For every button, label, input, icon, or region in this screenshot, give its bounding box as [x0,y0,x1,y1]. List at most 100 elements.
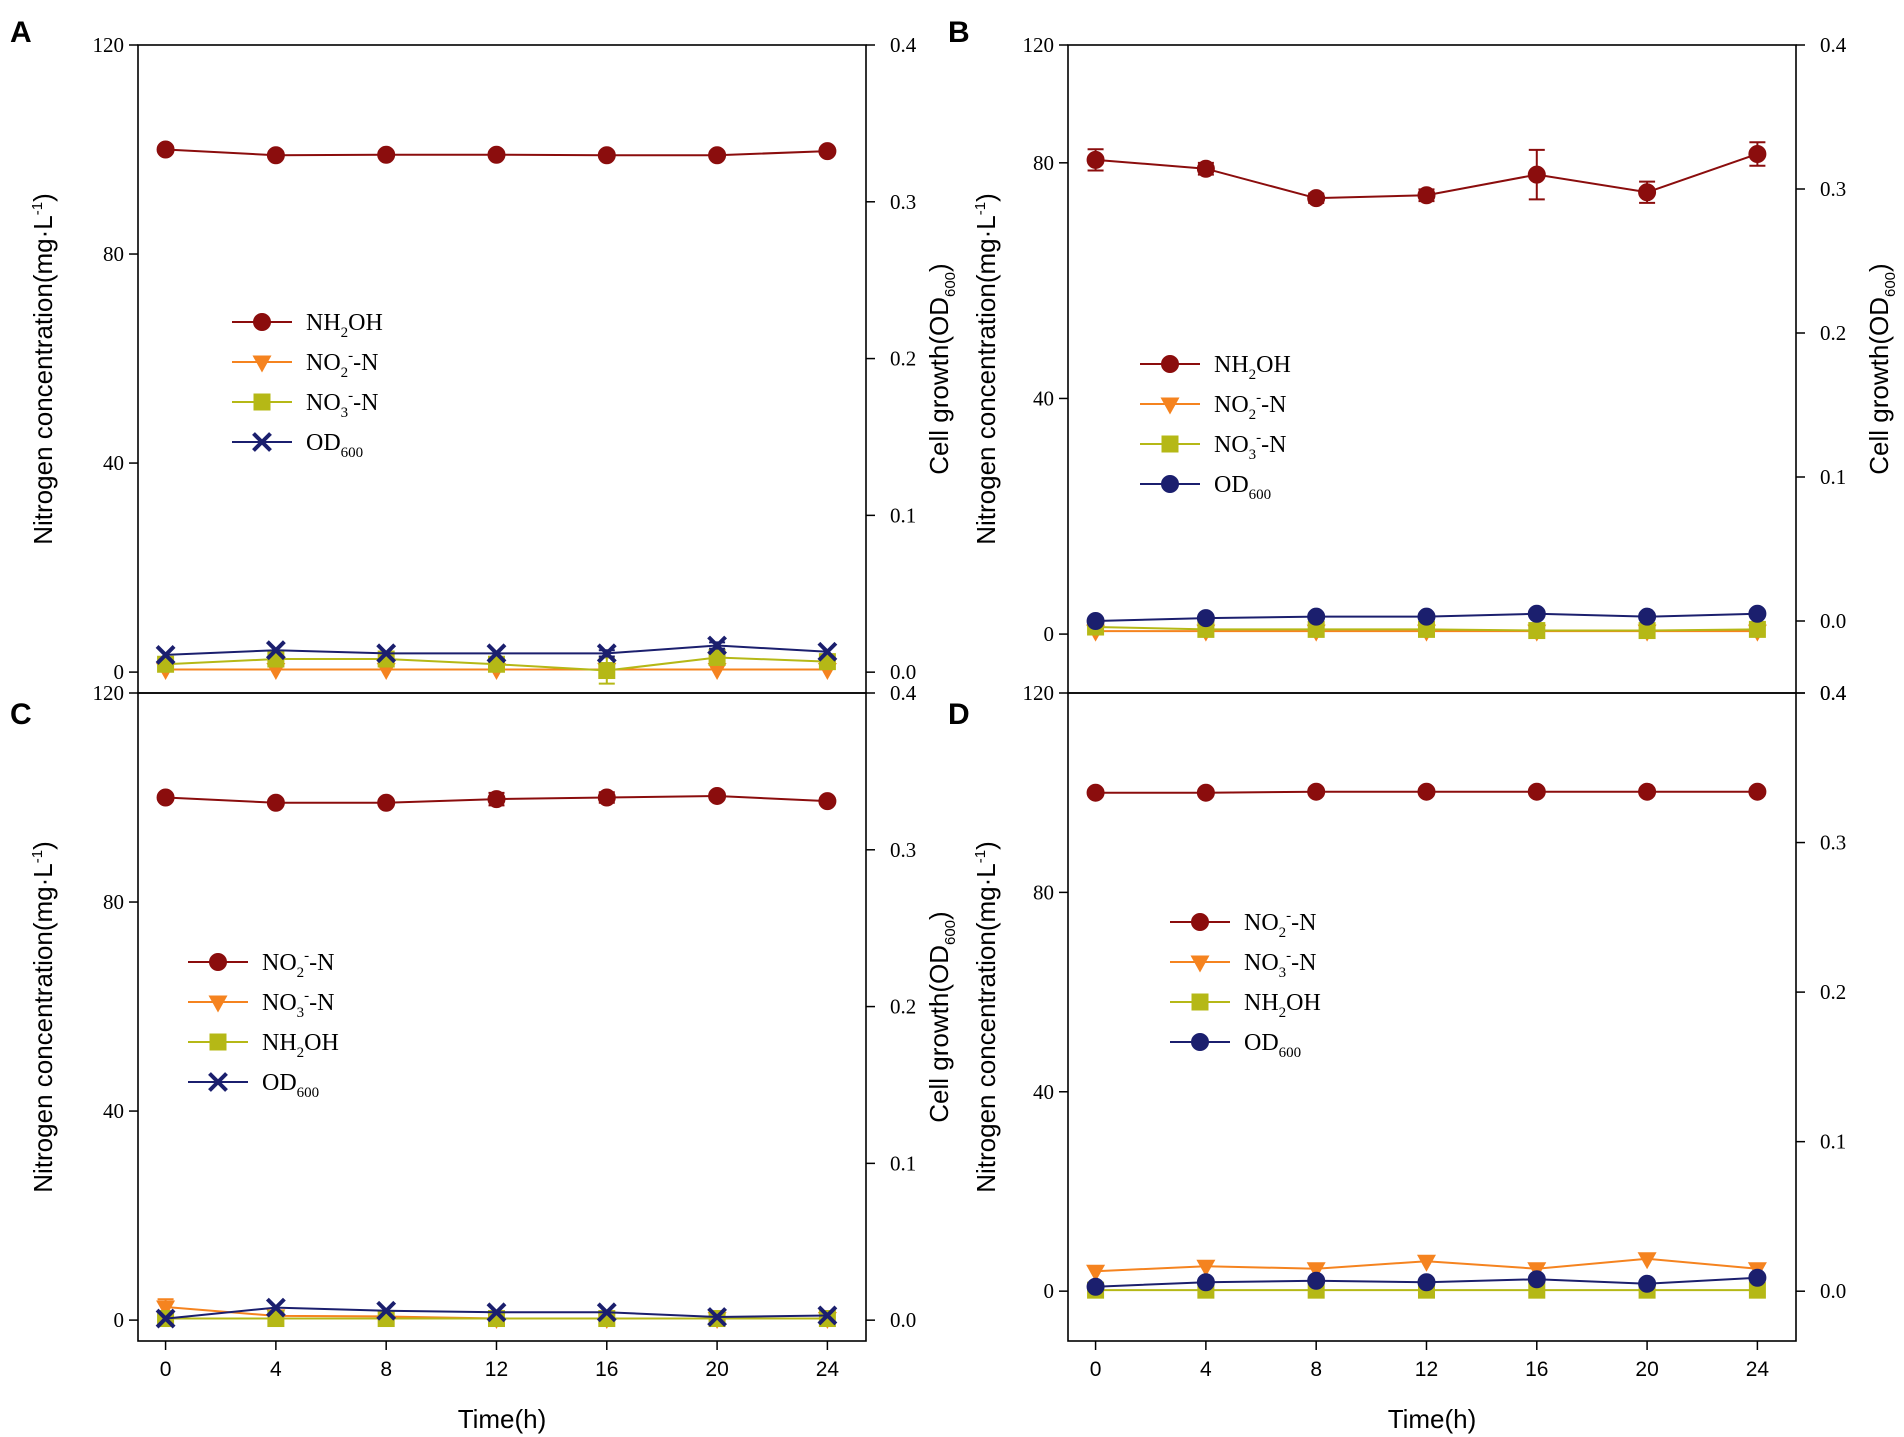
legend-label-rest: OH [1256,352,1291,378]
data-point [1306,1262,1326,1280]
y-tick-label: 40 [103,451,124,475]
data-point [708,648,726,666]
series-NO2--N [156,786,837,812]
data-point [486,1302,507,1323]
legend-label-rest: -N [1261,432,1286,458]
legend-label-main: NO [1244,950,1279,976]
x-tick-label: 24 [816,1358,840,1381]
legend-label: NH2OH [306,310,383,341]
data-point [818,1310,836,1328]
y2-axis-title-rest: ) [1864,263,1894,272]
legend-label-sub: 2 [341,325,349,341]
legend-label-main: NO [306,350,341,376]
data-point [1086,1264,1106,1282]
data-point [265,640,286,661]
legend-label-rest: OH [304,1030,339,1056]
data-point [598,662,616,680]
x-tick-label: 20 [1635,1358,1658,1381]
data-point [1417,620,1435,638]
legend-label-rest: OH [348,310,383,336]
y-axis-title: Nitrogen concentration(mg·L-1) [28,841,58,1193]
data-point [1307,782,1326,801]
legend-label-rest: -N [353,350,378,376]
y-axis-title-script: -1 [972,850,989,863]
legend-label-rest: -N [353,390,378,416]
panel-A: A 0 40 80 120 0.0 0.1 0.2 0.3 0.4 Nitrogen concent… [10,16,959,694]
y2-axis-title-script: 600 [1882,272,1899,297]
data-point [1417,1273,1436,1292]
data-point [1196,1273,1215,1292]
legend-label-main: NH [1244,990,1279,1016]
data-point [1748,144,1767,163]
data-point [1307,607,1326,626]
x-tick-label: 8 [380,1358,392,1381]
legend-label-main: NH [1214,352,1249,378]
series-NO3--N [1087,618,1766,640]
y2-tick-label: 0.1 [890,503,916,527]
y-axis-title-rest: ) [971,841,1001,850]
data-point [1638,607,1657,626]
x-tick-label: 24 [1746,1358,1770,1381]
y-tick-label: 80 [103,242,124,266]
x-tick-label: 16 [1525,1358,1548,1381]
legend-label-sup: - [348,348,353,364]
legend-label: NO2--N [1214,390,1287,423]
y2-tick-label: 0.0 [1820,609,1846,633]
x-tick-label: 12 [1415,1358,1438,1381]
legend-marker [209,1033,227,1051]
legend-label-sub: 600 [297,1085,320,1101]
legend-label-main: NO [262,990,297,1016]
data-point [1416,1254,1436,1272]
y2-axis-title-main: Cell growth(OD [924,297,954,475]
x-tick-label: 0 [160,1358,172,1381]
data-point [1196,1259,1216,1277]
data-point [1196,609,1215,628]
data-point [1527,782,1546,801]
legend-label-sub: 3 [297,1005,305,1021]
y2-axis-title: Cell growth(OD600) [1864,263,1899,474]
data-point [1528,622,1546,640]
y-axis-title-script: -1 [29,202,46,215]
y2-tick-label: 0.2 [1820,321,1846,345]
y2-tick-label: 0.3 [890,838,916,862]
y2-tick-label: 0.4 [1820,681,1847,705]
y-tick-label: 120 [93,681,125,705]
y-axis-title-script: -1 [972,202,989,215]
y2-tick-label: 0.1 [1820,465,1846,489]
legend-marker [208,995,228,1013]
legend-label-sup: - [1256,390,1261,406]
legend-label-rest: OH [1286,990,1321,1016]
y-tick-label: 0 [114,660,125,684]
y2-axis-title-rest: ) [924,911,954,920]
plot-frame [137,44,867,694]
data-point [155,644,176,665]
legend-label-sup: - [304,988,309,1004]
y-axis-title-main: Nitrogen concentration(mg·L [28,863,58,1193]
legend-marker [1161,355,1179,373]
legend-marker [1191,1033,1209,1051]
data-point [708,786,727,805]
y2-tick-label: 0.4 [1820,33,1847,57]
data-point [1086,612,1105,630]
y2-axis-title-script: 600 [942,920,959,945]
legend-label-sub: 2 [1249,367,1257,383]
data-point [817,641,838,662]
x-tick-label: 4 [1200,1358,1212,1381]
y2-tick-label: 0.0 [1820,1279,1846,1303]
data-point [817,1305,838,1326]
data-point [1638,183,1657,202]
legend-marker [253,393,271,411]
y2-axis-title: Cell growth(OD600) [924,263,959,474]
data-point [1527,604,1546,623]
y2-tick-label: 0.0 [890,1308,916,1332]
y-tick-label: 40 [1033,1080,1054,1104]
legend-label-sub: 2 [1249,407,1257,423]
data-point [487,790,506,809]
x-tick-label: 20 [705,1358,728,1381]
data-point [1307,189,1326,208]
legend-label-sub: 3 [1249,447,1257,463]
y-tick-label: 0 [1044,1279,1055,1303]
data-point [1417,607,1436,626]
